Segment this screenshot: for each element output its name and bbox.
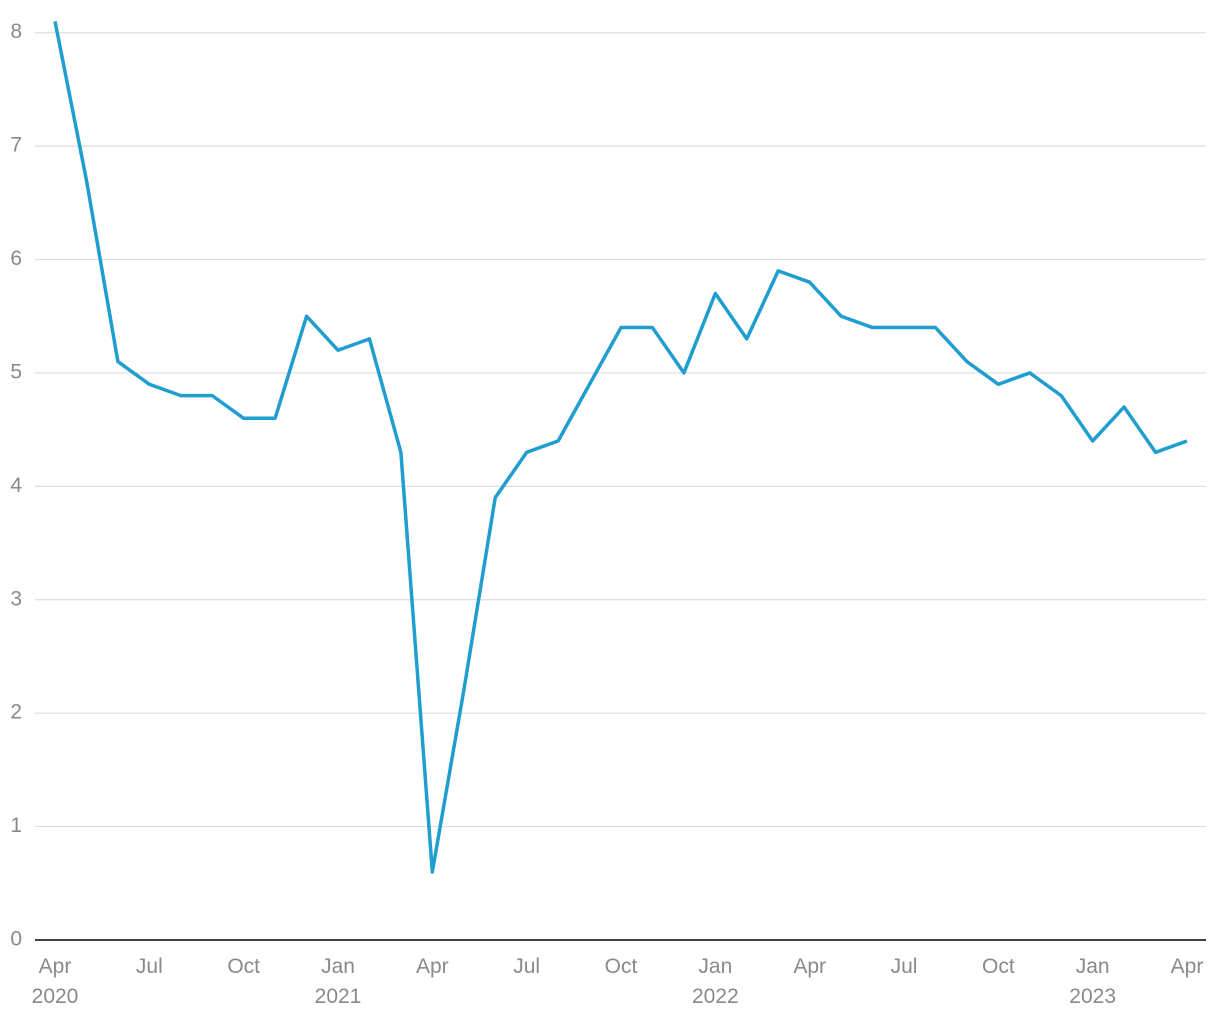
y-tick-label: 0 [10,928,22,951]
x-tick-label: Oct [982,955,1015,978]
y-tick-label: 4 [10,474,22,497]
x-tick-label-line: 2022 [692,985,739,1008]
y-tick-label: 1 [10,814,22,837]
x-tick-label-line: 2020 [32,985,79,1008]
x-tick-label-line: Oct [227,955,260,978]
x-tick-label-line: Jan [698,955,732,978]
x-tick-label: Jan 2021 [315,955,362,1008]
x-tick-label: Apr [416,955,449,978]
x-tick-label: Jan 2022 [692,955,739,1008]
y-tick-label: 8 [10,20,22,43]
x-tick-label: Jul [136,955,163,978]
x-tick-label: Jul [891,955,918,978]
x-tick-label-line: 2021 [315,985,362,1008]
x-tick-label: Apr [1171,955,1204,978]
x-tick-label-line: Apr [416,955,449,978]
x-tick-label: Apr [793,955,826,978]
x-tick-label: Apr 2020 [32,955,79,1008]
y-tick-label: 3 [10,587,22,610]
x-tick-label-line: Oct [982,955,1015,978]
y-tick-label: 5 [10,360,22,383]
x-tick-label-line: Jul [136,955,163,978]
x-tick-label-line: Apr [1171,955,1204,978]
x-tick-label-line: Jan [321,955,355,978]
x-tick-label-line: Jan [1076,955,1110,978]
y-tick-label: 7 [10,134,22,157]
x-tick-label: Oct [227,955,260,978]
x-tick-label: Jul [513,955,540,978]
x-tick-label: Jan 2023 [1069,955,1116,1008]
x-tick-label-line: Apr [793,955,826,978]
x-tick-label-line: 2023 [1069,985,1116,1008]
x-tick-label-line: Jul [513,955,540,978]
x-tick-label: Oct [605,955,638,978]
x-tick-label-line: Apr [39,955,72,978]
y-tick-label: 2 [10,701,22,724]
x-tick-label-line: Jul [891,955,918,978]
y-tick-label: 6 [10,247,22,270]
data-line [53,21,1188,874]
x-tick-label-line: Oct [605,955,638,978]
